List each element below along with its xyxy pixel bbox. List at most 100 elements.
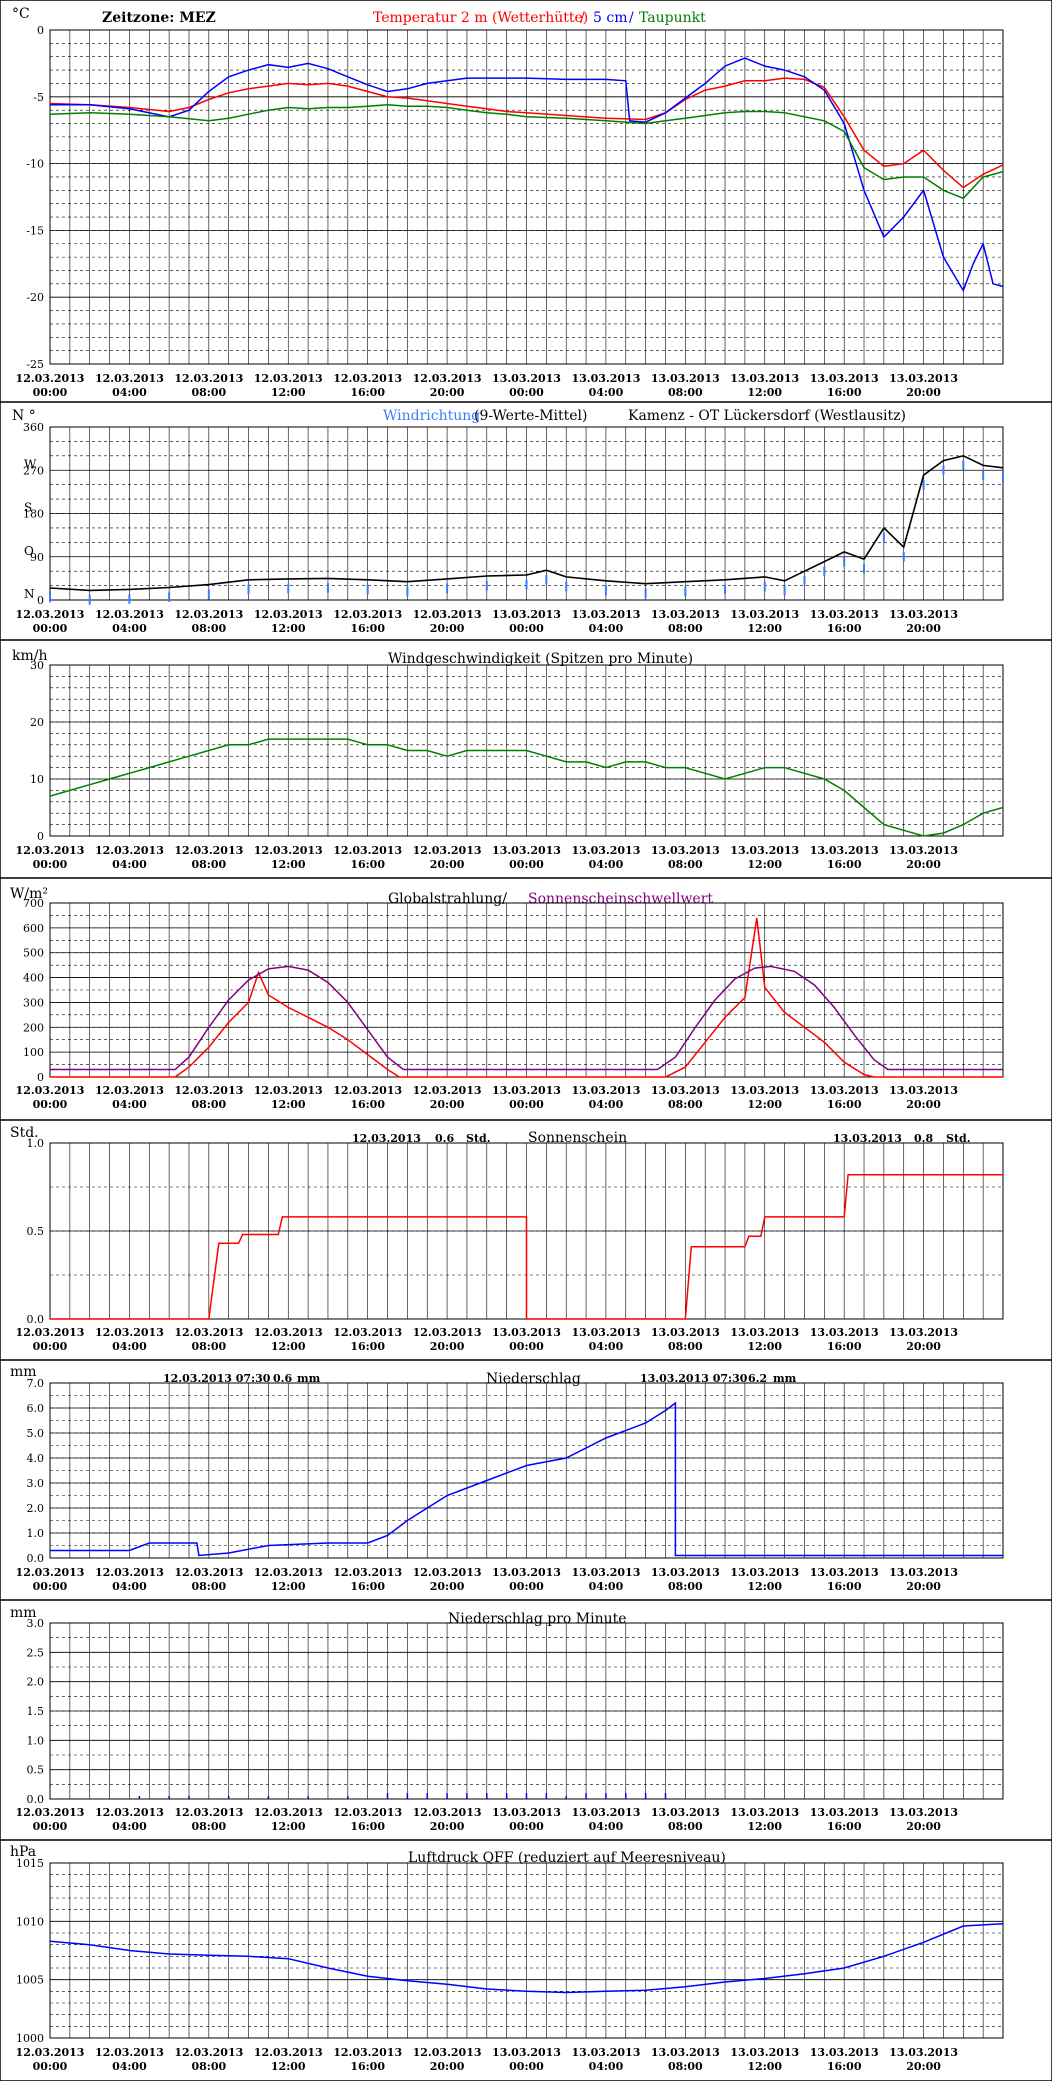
x-tick-date: 12.03.2013 — [95, 2046, 164, 2059]
x-tick-date: 12.03.2013 — [413, 844, 482, 857]
x-tick-date: 13.03.2013 — [889, 1566, 958, 1579]
x-tick-date: 13.03.2013 — [492, 844, 561, 857]
wind-direction-unit: N ° — [12, 408, 36, 424]
x-tick-time: 04:00 — [589, 858, 624, 871]
x-tick-time: 16:00 — [350, 386, 385, 399]
x-tick-date: 13.03.2013 — [810, 1084, 879, 1097]
x-tick-time: 20:00 — [430, 386, 465, 399]
x-tick-date: 13.03.2013 — [651, 1566, 720, 1579]
wind-direction-mark — [644, 588, 647, 599]
x-tick-date: 13.03.2013 — [492, 608, 561, 621]
x-tick-date: 12.03.2013 — [16, 1084, 85, 1097]
x-tick-date: 12.03.2013 — [333, 1566, 402, 1579]
x-tick-date: 12.03.2013 — [254, 1806, 323, 1819]
x-tick-date: 13.03.2013 — [810, 1806, 879, 1819]
x-tick-time: 16:00 — [350, 1098, 385, 1111]
wind-direction-mark — [128, 594, 131, 604]
x-tick-date: 12.03.2013 — [254, 372, 323, 385]
precipitation-sum2-value: 6.2 — [748, 1372, 767, 1385]
direction-label: O — [24, 544, 34, 558]
x-tick-date: 13.03.2013 — [730, 1326, 799, 1339]
x-tick-time: 16:00 — [827, 1340, 862, 1353]
radiation-title: Globalstrahlung/ — [388, 891, 507, 907]
x-tick-date: 13.03.2013 — [889, 844, 958, 857]
precipitation-per-minute-title: Niederschlag pro Minute — [448, 1611, 627, 1627]
x-tick-time: 20:00 — [906, 386, 941, 399]
x-tick-date: 12.03.2013 — [174, 1326, 243, 1339]
y-tick-label: 1005 — [16, 1974, 44, 1987]
x-tick-time: 12:00 — [271, 622, 306, 635]
x-tick-time: 16:00 — [827, 1820, 862, 1833]
x-tick-time: 16:00 — [827, 1580, 862, 1593]
x-tick-date: 12.03.2013 — [413, 608, 482, 621]
y-tick-label: 0.0 — [27, 1313, 45, 1326]
x-tick-time: 08:00 — [191, 858, 226, 871]
wind-direction-mark — [49, 592, 51, 603]
y-tick-label: -10 — [26, 158, 44, 171]
x-tick-time: 08:00 — [191, 386, 226, 399]
x-tick-time: 20:00 — [906, 1580, 941, 1593]
x-tick-time: 16:00 — [827, 2060, 862, 2073]
wind-direction-mark — [406, 586, 409, 597]
temperature-series-line — [50, 57, 1004, 293]
y-tick-label: 600 — [23, 922, 44, 935]
y-tick-label: 0 — [37, 24, 44, 37]
x-tick-time: 04:00 — [589, 1340, 624, 1353]
soil-temp-title: 5 cm — [593, 10, 627, 26]
y-tick-label: 7.0 — [27, 1377, 45, 1390]
y-tick-label: 200 — [23, 1021, 44, 1034]
x-tick-time: 04:00 — [112, 386, 147, 399]
x-tick-time: 12:00 — [747, 1340, 782, 1353]
x-tick-time: 00:00 — [33, 858, 68, 871]
x-tick-time: 20:00 — [430, 1580, 465, 1593]
precipitation-sum1-label: 12.03.2013 07:30 — [163, 1372, 271, 1385]
x-tick-time: 00:00 — [33, 1098, 68, 1111]
x-tick-date: 13.03.2013 — [492, 372, 561, 385]
x-tick-time: 00:00 — [33, 1340, 68, 1353]
x-tick-time: 20:00 — [906, 622, 941, 635]
y-tick-label: 2.0 — [27, 1676, 45, 1689]
x-tick-time: 12:00 — [271, 1820, 306, 1833]
x-tick-date: 12.03.2013 — [95, 1806, 164, 1819]
y-tick-label: -15 — [26, 224, 44, 237]
wind-direction-mark — [168, 592, 171, 602]
x-tick-time: 00:00 — [33, 1820, 68, 1833]
sunshine-day2-unit: Std. — [946, 1132, 971, 1145]
x-tick-date: 12.03.2013 — [254, 1084, 323, 1097]
x-tick-time: 16:00 — [350, 858, 385, 871]
x-tick-time: 04:00 — [112, 2060, 147, 2073]
x-tick-date: 13.03.2013 — [492, 2046, 561, 2059]
x-tick-date: 12.03.2013 — [174, 1084, 243, 1097]
x-tick-date: 13.03.2013 — [889, 372, 958, 385]
x-tick-time: 04:00 — [589, 1580, 624, 1593]
x-tick-time: 12:00 — [271, 1098, 306, 1111]
x-tick-time: 04:00 — [112, 1340, 147, 1353]
x-tick-date: 12.03.2013 — [254, 1326, 323, 1339]
y-tick-label: 2.5 — [27, 1646, 45, 1659]
x-tick-time: 12:00 — [747, 1098, 782, 1111]
y-tick-label: -25 — [26, 358, 44, 371]
x-tick-time: 04:00 — [589, 2060, 624, 2073]
x-tick-date: 12.03.2013 — [413, 1326, 482, 1339]
temperature-title: Temperatur 2 m (Wetterhütte) — [373, 10, 588, 26]
x-tick-time: 12:00 — [271, 1580, 306, 1593]
precipitation-panel: mm 12.03.2013 07:30 0.6 mm Niederschlag … — [10, 1364, 1004, 1593]
x-tick-date: 13.03.2013 — [889, 608, 958, 621]
y-tick-label: -5 — [33, 91, 44, 104]
x-tick-time: 20:00 — [906, 1340, 941, 1353]
x-tick-time: 12:00 — [271, 2060, 306, 2073]
x-tick-date: 12.03.2013 — [333, 1326, 402, 1339]
x-tick-date: 13.03.2013 — [571, 1326, 640, 1339]
x-tick-date: 13.03.2013 — [651, 1806, 720, 1819]
x-tick-date: 12.03.2013 — [16, 844, 85, 857]
x-tick-time: 00:00 — [509, 858, 544, 871]
x-tick-date: 13.03.2013 — [651, 844, 720, 857]
x-tick-date: 12.03.2013 — [333, 1084, 402, 1097]
x-tick-time: 04:00 — [112, 1098, 147, 1111]
temperature-title-separator: / — [580, 10, 585, 26]
x-tick-date: 13.03.2013 — [810, 1326, 879, 1339]
y-tick-label: 700 — [23, 897, 44, 910]
x-tick-time: 08:00 — [191, 2060, 226, 2073]
x-tick-time: 12:00 — [271, 386, 306, 399]
x-tick-date: 13.03.2013 — [571, 1566, 640, 1579]
